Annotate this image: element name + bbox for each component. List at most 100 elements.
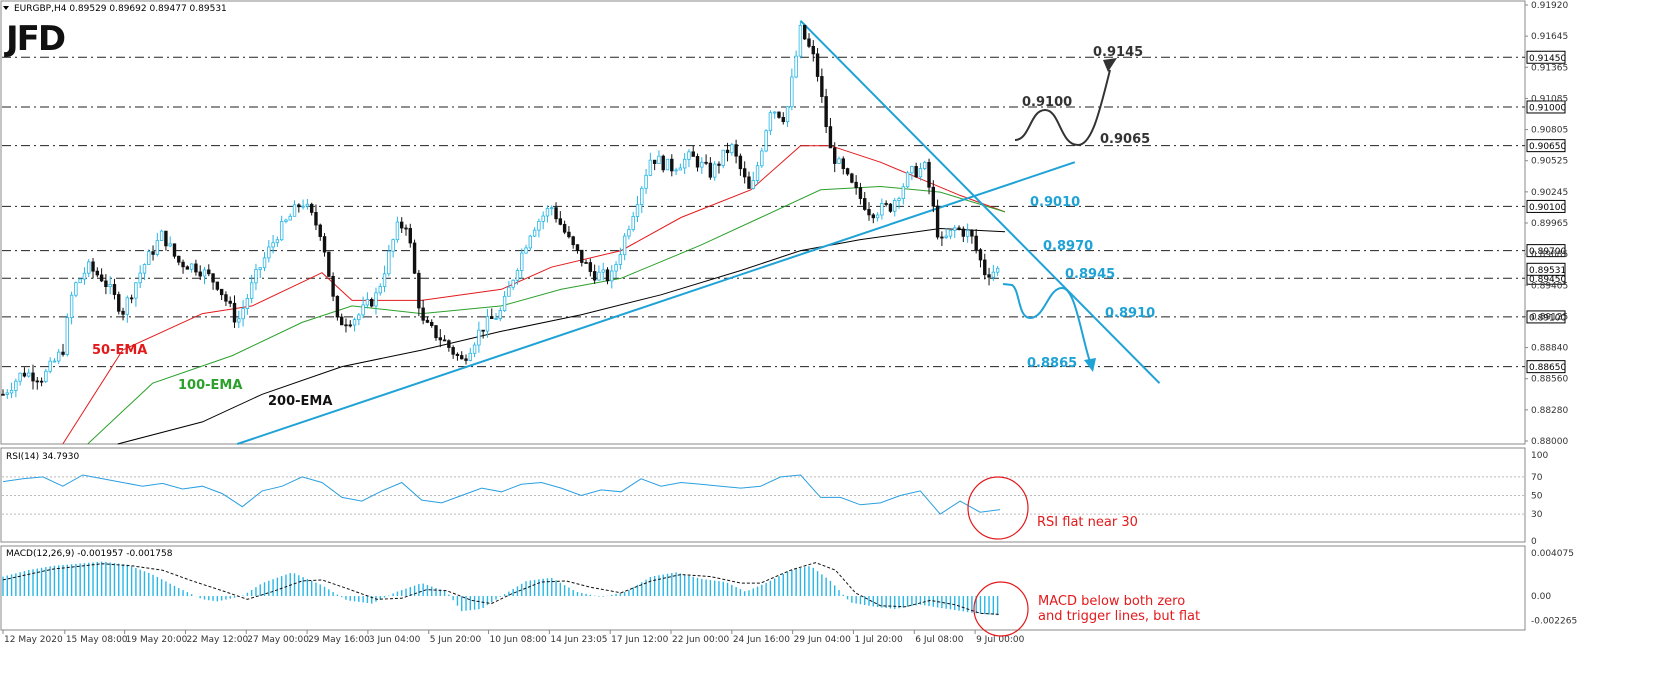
candle-body	[417, 272, 421, 309]
candle-body	[228, 300, 232, 304]
price-tick-label: 0.88840	[1531, 344, 1568, 354]
candle-body	[254, 269, 258, 284]
candle-body	[391, 239, 395, 252]
candle-body	[451, 347, 455, 355]
candle-body	[875, 214, 880, 219]
candle-body	[657, 155, 661, 164]
candle-body	[738, 155, 743, 170]
current-price-box	[1526, 262, 1566, 276]
candle-body	[198, 271, 202, 277]
candle-body	[828, 126, 833, 149]
candle-body	[571, 236, 575, 246]
candle-body	[142, 264, 147, 274]
trendlines	[236, 20, 1161, 445]
candle-body	[275, 239, 280, 244]
candle-body	[207, 269, 211, 275]
candle-body	[9, 389, 14, 394]
candle-body	[708, 162, 713, 178]
candle-body	[61, 351, 65, 355]
candle-body	[318, 224, 322, 237]
candle-body	[412, 242, 417, 274]
time-tick-label: 9 Jul 00:00	[976, 635, 1025, 645]
candle-body	[858, 187, 863, 199]
ema200-label: 200-EMA	[268, 394, 332, 409]
candle-body	[22, 372, 27, 377]
time-tick-label: 12 May 2020	[4, 635, 63, 645]
candle-body	[14, 380, 18, 391]
price-axis: 0.91450 0.91000 0.90650 0.90100 0.89700 0.894…	[1525, 1, 1568, 447]
candle-body	[983, 259, 987, 276]
candle-body	[194, 263, 198, 273]
candle-body	[378, 286, 382, 294]
candle-body	[734, 144, 738, 157]
candle-body	[284, 219, 288, 222]
price-candles	[1, 20, 1000, 399]
candle-body	[74, 282, 78, 296]
candle-body	[811, 45, 815, 55]
candle-body	[957, 227, 961, 230]
time-axis: 12 May 2020 15 May 08:0019 May 20:00 22 Ma…	[2, 630, 1025, 645]
candle-body	[970, 229, 974, 237]
candle-body	[558, 218, 563, 225]
candle-body	[472, 344, 477, 354]
candle-body	[897, 198, 901, 201]
bear-level-0-8910: 0.8910	[1105, 306, 1155, 321]
candle-body	[601, 269, 605, 273]
symbol-info: EURGBP,H4 0.89529 0.89692 0.89477 0.8953…	[14, 4, 227, 14]
candle-body	[764, 130, 768, 152]
time-tick-label: 1 Jul 20:00	[854, 635, 903, 645]
candle-body	[923, 161, 927, 169]
candle-body	[635, 204, 640, 217]
candle-body	[580, 249, 584, 263]
candle-body	[640, 187, 644, 206]
candle-body	[991, 271, 996, 278]
candle-body	[652, 159, 657, 164]
candle-body	[910, 166, 914, 174]
candle-body	[35, 380, 39, 383]
candle-body	[215, 281, 220, 290]
candle-body	[665, 158, 670, 171]
candle-body	[181, 261, 185, 268]
candle-body	[172, 243, 177, 257]
candle-body	[129, 297, 134, 300]
candle-body	[87, 261, 91, 274]
bull-target-0-9145: 0.9145	[1093, 45, 1143, 60]
bear-target-0-8865: 0.8865	[1027, 356, 1077, 371]
candle-body	[631, 216, 635, 230]
level-price-label: 0.90650	[1529, 142, 1566, 152]
candle-body	[841, 158, 845, 170]
candle-body	[335, 295, 340, 318]
macd-highlight-circle	[973, 581, 1029, 637]
candle-body	[700, 161, 704, 168]
level-price-label: 0.89100	[1529, 313, 1566, 323]
price-tick-label: 0.91645	[1531, 32, 1568, 42]
candle-body	[785, 106, 790, 123]
candle-body	[44, 370, 48, 382]
candle-body	[95, 270, 100, 276]
candle-body	[425, 319, 430, 323]
rsi-annotation: RSI flat near 30	[1037, 515, 1138, 530]
candle-body	[974, 235, 978, 251]
candle-body	[232, 302, 237, 323]
candle-body	[507, 286, 511, 297]
price-tick-label: 0.89685	[1531, 250, 1568, 260]
time-tick-label: 6 Jul 08:00	[915, 635, 964, 645]
candle-body	[78, 278, 82, 284]
candle-body	[395, 221, 400, 241]
dropdown-triangle-icon[interactable]	[3, 6, 9, 10]
candle-body	[104, 280, 108, 287]
candle-body	[893, 200, 897, 212]
candle-body	[674, 169, 678, 172]
candle-body	[155, 240, 160, 255]
macd-pane-frame	[0, 545, 1526, 631]
candle-body	[82, 272, 87, 280]
downtrend-trendline	[799, 20, 1161, 384]
candle-body	[361, 304, 365, 316]
candle-body	[691, 151, 695, 157]
candle-body	[661, 155, 665, 171]
candle-body	[267, 246, 271, 259]
candle-body	[219, 288, 224, 296]
ema50-label: 50-EMA	[92, 343, 147, 358]
candle-body	[39, 380, 44, 383]
candle-body	[117, 294, 121, 312]
